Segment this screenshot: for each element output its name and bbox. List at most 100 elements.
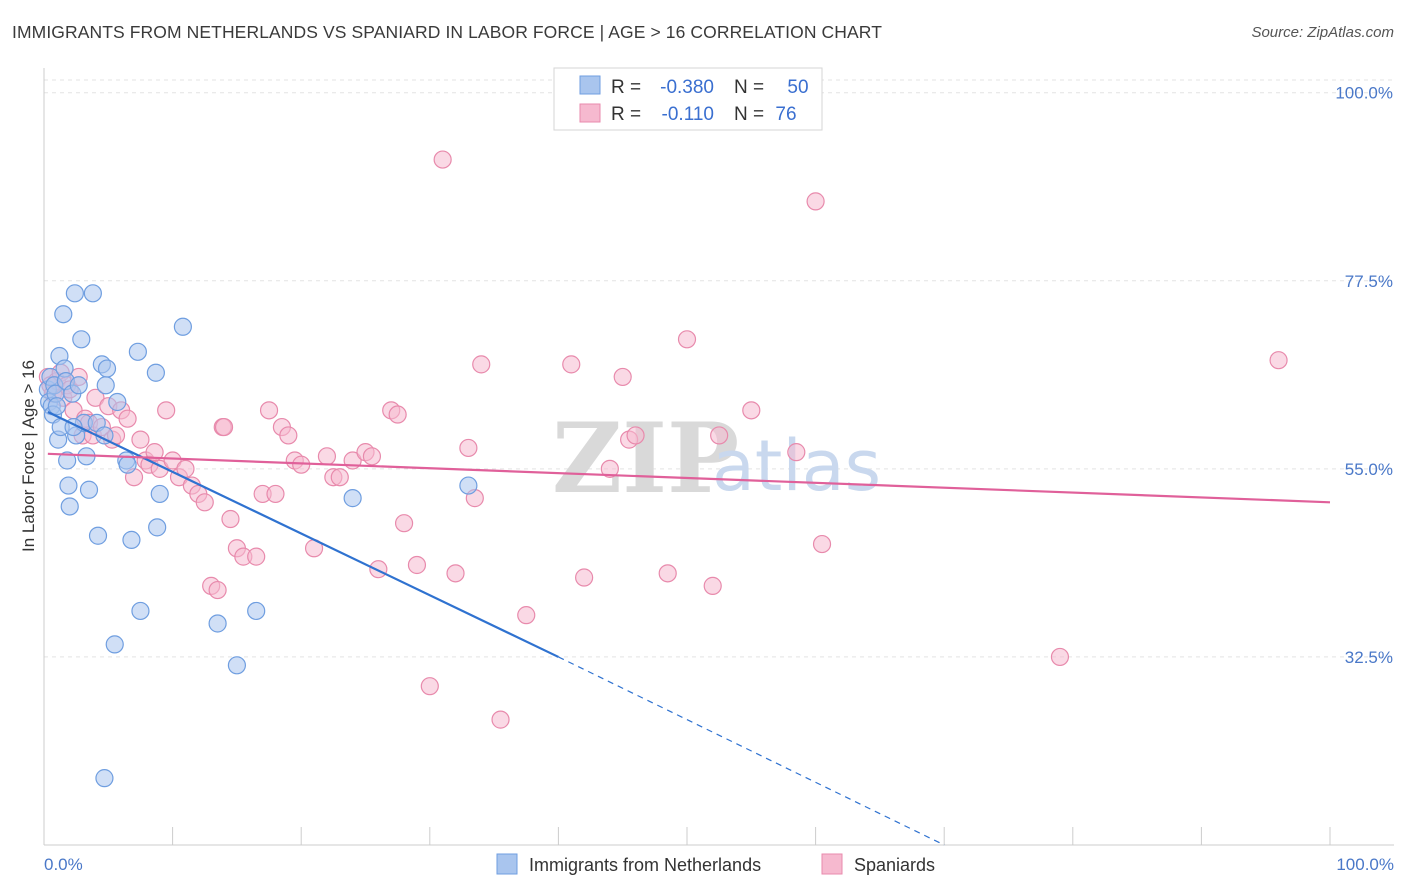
legend-r-label-2: R = [611,104,641,125]
legend-n-label-2: N = [734,104,764,125]
spaniards-point [613,367,632,387]
netherlands-point [69,376,88,395]
spaniards-point [221,509,240,529]
spaniards-point [472,355,491,374]
legend-n-value-2: 76 [775,104,796,125]
legend-n-label-1: N = [734,77,764,98]
y-tick-label: 77.5% [1345,272,1393,291]
spaniards-point [330,468,349,487]
spaniards-point [626,426,645,445]
netherlands-point [148,518,167,537]
spaniards-point [710,426,729,445]
spaniards-point [86,388,105,407]
trend-lines [47,411,1331,846]
spaniards-point [806,192,825,211]
netherlands-point [65,284,84,303]
spaniards-point [1269,351,1288,370]
netherlands-point [72,330,91,349]
netherlands-point [83,284,102,303]
series-legend: Immigrants from Netherlands Spaniards [496,853,935,875]
watermark-zip: ZIP [552,402,739,515]
watermark-atlas: atlas [712,425,881,507]
netherlands-point [96,376,115,395]
spaniards-point [677,330,697,349]
spaniards-point [157,401,176,420]
netherlands-point [343,489,362,508]
legend-r-label-1: R = [611,77,641,98]
legend-swatch-pink [579,103,601,123]
netherlands-points [38,284,478,788]
spaniards-point [208,580,227,600]
netherlands-point [173,317,192,336]
y-tick-label: 55.0% [1345,460,1393,479]
spaniards-point [247,547,266,566]
spaniards-point [446,564,465,583]
x-axis-ticks [43,827,1331,845]
netherlands-trend-extension [558,656,945,846]
netherlands-point [88,526,108,545]
spaniards-point [259,401,279,420]
spaniards-point [118,409,137,428]
netherlands-point [118,455,137,474]
netherlands-point [60,497,79,516]
spaniards-trend-line [47,452,1331,504]
spaniards-point [214,417,234,437]
spaniards-point [394,514,414,533]
spaniards-point [388,405,407,424]
netherlands-trend-line [47,411,559,658]
y-tick-labels: 32.5% 55.0% 77.5% 100.0% [1335,84,1393,667]
spaniards-point [658,564,677,583]
spaniards-point [369,560,388,579]
x-tick-label-start: 0.0% [44,855,83,874]
netherlands-point [122,530,141,550]
spaniards-point [163,451,182,470]
y-tick-label: 32.5% [1345,648,1393,667]
netherlands-point [108,392,127,412]
netherlands-point [227,656,246,675]
netherlands-point [105,635,124,654]
spaniards-point [1050,647,1070,667]
spaniards-point [317,447,337,466]
legend-n-value-1: 50 [787,77,808,98]
spaniards-point [703,576,722,595]
y-tick-label: 100.0% [1335,84,1393,103]
x-tick-label-end: 100.0% [1336,855,1394,874]
spaniards-point [279,426,298,445]
spaniards-point [459,438,478,458]
netherlands-point [54,305,73,324]
spaniards-point [812,534,832,554]
spaniards-point [562,355,581,374]
spaniards-point [195,493,214,512]
series-legend-spaniards: Spaniards [854,855,935,875]
series-legend-netherlands: Immigrants from Netherlands [529,855,761,875]
netherlands-point [459,476,478,495]
watermark: ZIP atlas [552,402,881,515]
chart-source: Source: ZipAtlas.com [1251,24,1394,41]
netherlands-point [79,480,99,499]
netherlands-point [247,601,266,621]
spaniards-point [407,555,427,575]
spaniards-point [575,568,594,587]
netherlands-point [131,601,150,621]
spaniards-point [787,443,806,462]
netherlands-point [95,769,114,788]
netherlands-point [59,476,78,495]
spaniards-point [491,710,510,729]
spaniards-point [266,484,285,504]
legend-r-value-2: -0.110 [662,104,714,125]
spaniards-point [131,430,150,449]
series-legend-swatch-spaniards [821,853,843,875]
grid-lines [44,79,1394,658]
legend-r-value-1: -0.380 [660,77,714,98]
chart-title: IMMIGRANTS FROM NETHERLANDS VS SPANIARD … [12,22,883,42]
spaniards-point [600,459,619,478]
netherlands-point [58,451,77,470]
spaniards-point [145,443,164,462]
netherlands-point [146,363,165,382]
legend-swatch-blue [579,75,601,95]
spaniards-point [517,606,536,625]
spaniards-point [433,150,452,169]
netherlands-point [128,342,147,361]
netherlands-point [150,484,169,504]
